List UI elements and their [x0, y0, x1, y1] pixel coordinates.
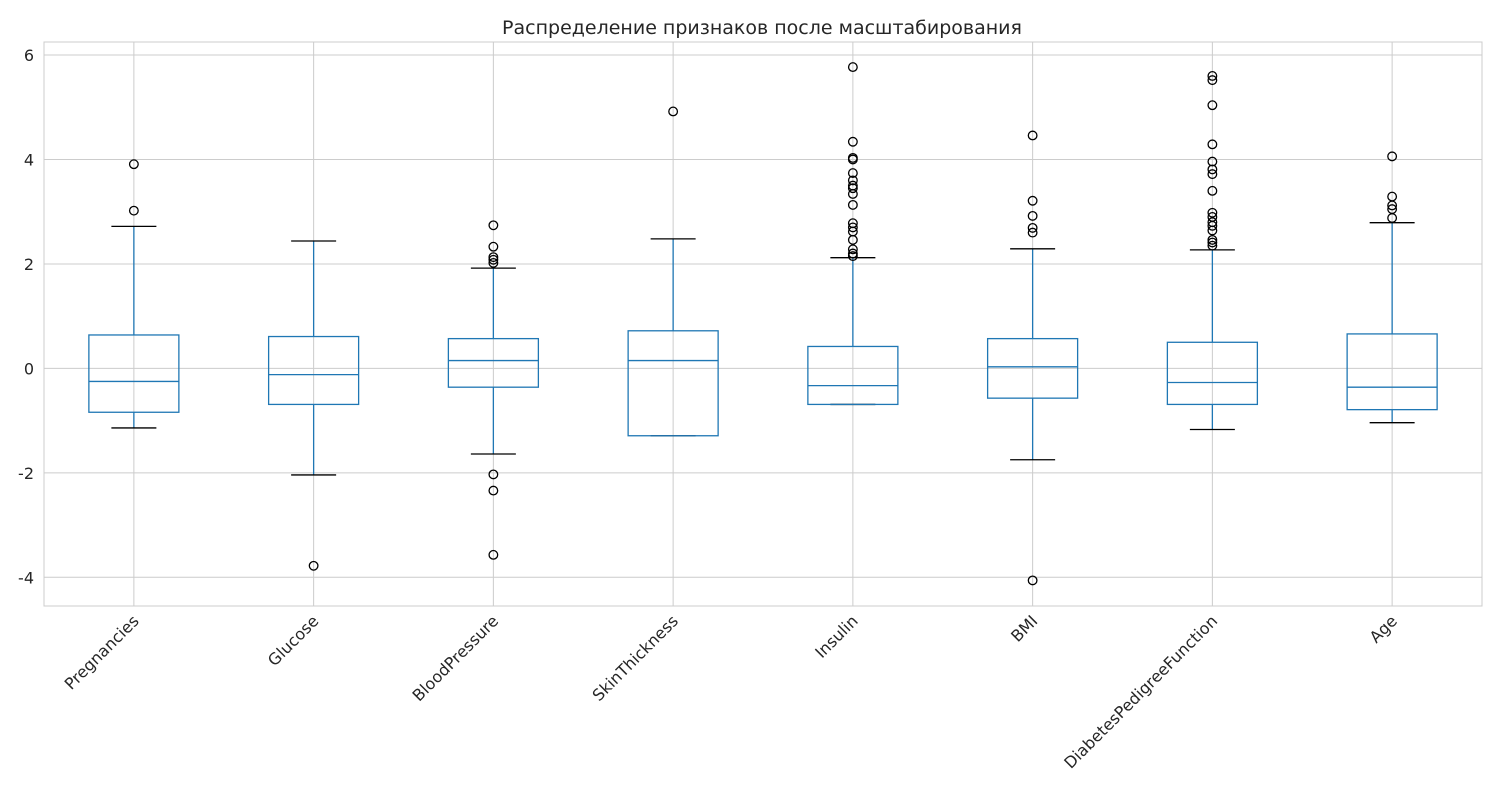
outlier-point: [847, 175, 858, 186]
outlier-point: [1207, 70, 1218, 81]
box-iqr: [986, 337, 1079, 399]
outlier-point: [1207, 169, 1218, 180]
outlier-point: [1207, 139, 1218, 150]
x-tick-label: Pregnancies: [61, 611, 143, 693]
outlier-point: [847, 183, 858, 194]
box-iqr: [627, 330, 719, 437]
box-iqr: [88, 334, 180, 413]
outlier-point: [1387, 191, 1398, 202]
outlier-point: [1027, 130, 1038, 141]
outlier-point: [1207, 156, 1218, 167]
outlier-point: [1027, 210, 1038, 221]
outlier-point: [1207, 185, 1218, 196]
x-tick-label: DiabetesPedigreeFunction: [1060, 611, 1221, 772]
y-tick-label: -2: [18, 464, 34, 483]
outlier-point: [1207, 237, 1218, 248]
x-tick-label: BloodPressure: [409, 611, 503, 705]
outlier-point: [308, 560, 319, 571]
y-tick-label: -4: [18, 568, 34, 587]
outlier-point: [488, 549, 499, 560]
outlier-point: [1207, 240, 1218, 251]
outlier-point: [847, 168, 858, 179]
x-axis: Pregnancies Glucose BloodPressure SkinThick…: [61, 611, 1401, 772]
y-tick-label: 2: [24, 255, 34, 274]
box-group: [88, 159, 180, 429]
y-tick-label: 6: [24, 46, 34, 65]
outlier-point: [488, 257, 499, 268]
outlier-point: [1207, 75, 1218, 86]
outlier-point: [847, 199, 858, 210]
outlier-point: [488, 241, 499, 252]
box-group: [986, 130, 1079, 586]
outlier-point: [1207, 234, 1218, 245]
outlier-point: [1027, 195, 1038, 206]
chart-title: Распределение признаков после масштабиро…: [502, 17, 1022, 39]
outlier-point: [847, 222, 858, 233]
x-tick-label: Insulin: [811, 611, 861, 661]
box-group: [1166, 70, 1259, 431]
plot-frame: [43, 41, 1483, 607]
box-group: [447, 220, 540, 560]
outlier-point: [1207, 100, 1218, 111]
box-group: [267, 240, 360, 571]
box-iqr: [1166, 341, 1259, 406]
x-tick-label: SkinThickness: [589, 611, 682, 704]
y-tick-label: 0: [24, 359, 34, 378]
y-axis: -4 -2 0 2 4 6: [18, 46, 34, 587]
outlier-point: [1027, 222, 1038, 233]
outlier-point: [488, 485, 499, 496]
outlier-point: [488, 220, 499, 231]
outlier-point: [847, 62, 858, 73]
outlier-point: [847, 218, 858, 229]
outlier-point: [847, 248, 858, 259]
outlier-point: [1207, 211, 1218, 222]
box-group: [1346, 151, 1438, 424]
outlier-point: [847, 180, 858, 191]
grid: [44, 42, 1482, 606]
x-tick-label: Glucose: [264, 611, 323, 670]
outlier-point: [128, 159, 139, 170]
box-iqr: [807, 345, 899, 406]
outlier-point: [1207, 164, 1218, 175]
outlier-point: [1207, 217, 1218, 228]
boxes: [88, 62, 1438, 586]
box-iqr: [447, 337, 540, 388]
outlier-point: [1027, 227, 1038, 238]
box-group: [807, 62, 899, 406]
outlier-point: [488, 469, 499, 480]
box-iqr: [267, 335, 360, 406]
outlier-point: [488, 252, 499, 263]
outlier-point: [668, 106, 679, 117]
y-tick-label: 4: [24, 151, 34, 170]
outlier-point: [1387, 204, 1398, 215]
outlier-point: [128, 205, 139, 216]
box-iqr: [1346, 333, 1438, 411]
outlier-point: [1207, 207, 1218, 218]
outlier-point: [1387, 151, 1398, 162]
box-group: [627, 106, 719, 437]
outlier-point: [847, 136, 858, 147]
outlier-point: [847, 244, 858, 255]
x-tick-label: BMI: [1007, 611, 1041, 645]
x-tick-label: Age: [1366, 611, 1401, 646]
outlier-point: [488, 254, 499, 265]
outlier-point: [847, 251, 858, 262]
outlier-point: [847, 152, 858, 163]
outlier-point: [1027, 575, 1038, 586]
